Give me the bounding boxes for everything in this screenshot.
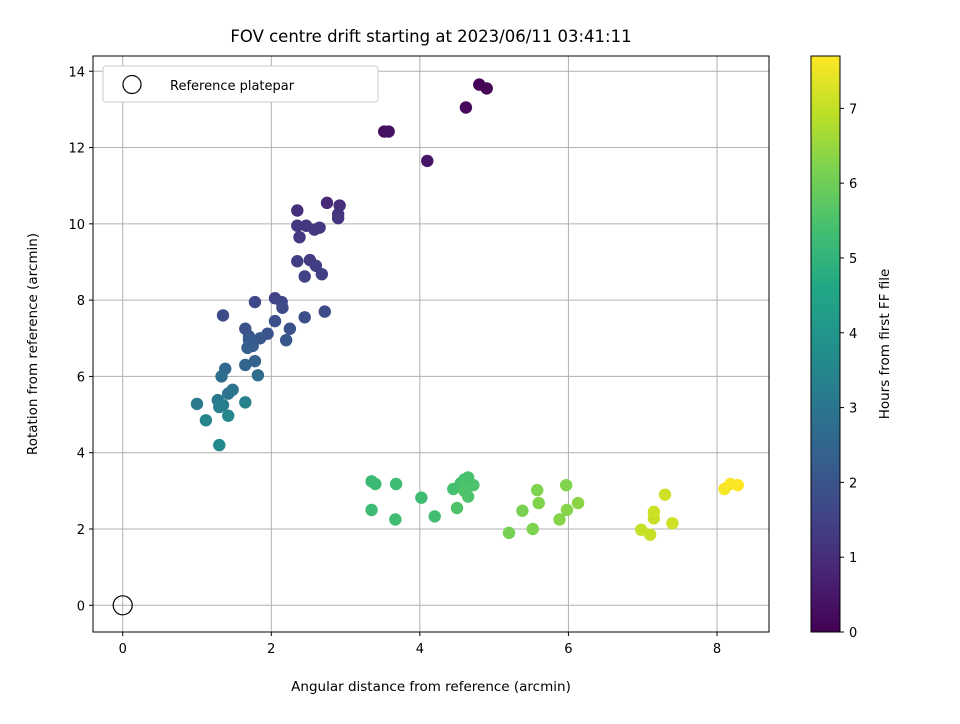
data-point <box>458 484 471 498</box>
data-point <box>276 301 289 314</box>
data-point <box>532 496 545 510</box>
y-tick-label: 6 <box>77 370 85 385</box>
x-tick-label: 0 <box>119 642 127 657</box>
data-point <box>658 488 672 501</box>
y-tick-label: 2 <box>77 523 85 538</box>
data-point <box>560 503 574 517</box>
legend-label: Reference platepar <box>170 79 295 94</box>
colorbar-tick-label: 3 <box>849 402 857 417</box>
chart-title: FOV centre drift starting at 2023/06/11 … <box>230 27 631 46</box>
data-point <box>291 219 304 232</box>
x-axis: 0 2 4 6 8 <box>119 632 721 657</box>
x-tick-label: 8 <box>713 642 721 657</box>
data-point <box>222 409 235 422</box>
data-point <box>450 501 464 515</box>
colorbar-gradient <box>810 55 841 633</box>
data-point <box>241 341 254 355</box>
data-point <box>268 314 282 328</box>
data-point <box>215 370 228 383</box>
data-point <box>239 358 252 372</box>
data-point <box>731 478 744 492</box>
colorbar-tick-label: 7 <box>849 102 857 117</box>
colorbar-tick-label: 4 <box>849 327 857 342</box>
data-point <box>293 230 306 244</box>
data-point <box>389 477 403 491</box>
x-tick-label: 4 <box>416 642 424 657</box>
data-point <box>283 322 297 335</box>
data-point <box>531 483 544 497</box>
colorbar-tick-label: 0 <box>849 626 857 641</box>
y-tick-label: 10 <box>68 218 85 233</box>
data-point <box>315 267 328 281</box>
y-tick-label: 0 <box>77 599 85 614</box>
data-point <box>365 503 378 517</box>
y-axis: 0 2 4 6 8 10 12 14 <box>68 65 93 614</box>
colorbar-ticks: 0 1 2 3 4 5 6 7 <box>840 102 857 641</box>
data-point <box>318 305 331 318</box>
data-point <box>248 354 262 368</box>
y-tick-label: 4 <box>77 447 85 462</box>
colorbar: 0 1 2 3 4 5 6 7 Hours from first FF file <box>810 55 893 641</box>
y-tick-label: 12 <box>68 142 85 157</box>
y-tick-label: 14 <box>68 65 85 80</box>
data-point <box>643 528 657 541</box>
data-point <box>251 369 265 382</box>
data-point <box>389 513 402 526</box>
data-point <box>320 196 334 210</box>
data-point <box>516 504 529 517</box>
legend: Reference platepar <box>102 65 379 103</box>
data-point <box>459 101 473 114</box>
data-point <box>291 255 304 268</box>
data-point <box>298 311 311 324</box>
data-point <box>248 295 262 309</box>
colorbar-label: Hours from first FF file <box>877 269 893 420</box>
data-point <box>666 517 679 530</box>
data-point <box>190 397 204 411</box>
data-point <box>571 496 585 510</box>
data-point <box>253 332 267 345</box>
reference-point <box>112 595 133 616</box>
colorbar-tick-label: 2 <box>849 476 857 491</box>
data-point <box>331 211 345 225</box>
data-point <box>369 477 382 491</box>
colorbar-tick-label: 6 <box>849 177 857 192</box>
legend-box <box>102 65 379 103</box>
data-point <box>428 510 441 523</box>
data-point <box>313 221 326 234</box>
plot-frame <box>92 55 770 633</box>
data-point <box>560 478 573 492</box>
data-point <box>553 513 566 526</box>
data-point <box>213 400 226 414</box>
x-tick-label: 6 <box>564 642 572 657</box>
data-point <box>467 478 480 492</box>
data-point <box>480 82 493 95</box>
data-point <box>222 387 235 400</box>
data-point <box>279 333 293 347</box>
y-tick-label: 8 <box>77 294 85 309</box>
x-tick-label: 2 <box>267 642 275 657</box>
data-point <box>239 396 252 409</box>
data-point <box>216 309 230 322</box>
data-point <box>382 125 395 138</box>
data-point <box>647 505 661 519</box>
colorbar-tick-label: 5 <box>849 252 857 267</box>
data-point <box>298 270 311 283</box>
reference-marker <box>112 595 133 616</box>
x-axis-label: Angular distance from reference (arcmin) <box>291 679 571 695</box>
data-point <box>213 438 226 452</box>
colorbar-tick-label: 1 <box>849 551 857 566</box>
data-point <box>199 414 213 427</box>
data-point <box>526 522 539 536</box>
data-points <box>190 78 744 541</box>
data-point <box>502 526 516 540</box>
legend-marker <box>122 74 142 95</box>
y-axis-label: Rotation from reference (arcmin) <box>25 233 41 455</box>
data-point <box>291 204 304 217</box>
data-point <box>421 154 434 168</box>
grid-lines <box>93 56 769 632</box>
data-point <box>415 491 428 504</box>
